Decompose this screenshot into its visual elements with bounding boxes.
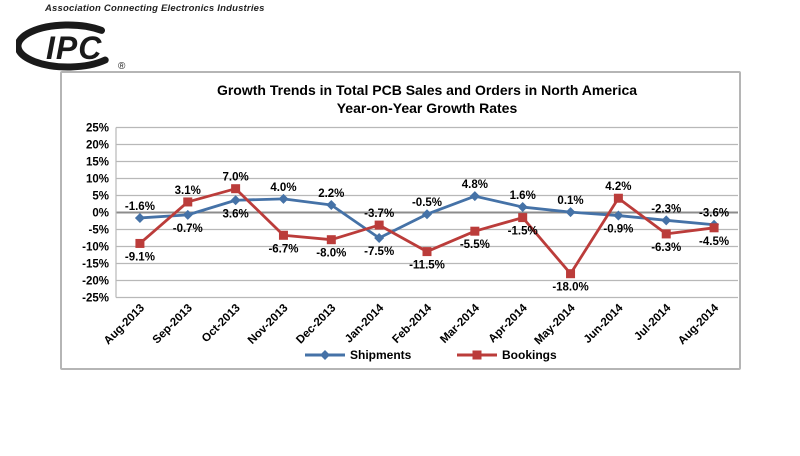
x-tick-label: May-2014 <box>533 302 579 348</box>
data-label: -6.7% <box>268 243 298 255</box>
legend-marker-square <box>472 350 482 360</box>
data-label: -6.3% <box>651 242 681 254</box>
brand-header: Association Connecting Electronics Indus… <box>0 0 320 72</box>
data-label: -5.5% <box>460 239 490 251</box>
data-label: -0.7% <box>173 223 203 235</box>
chart-plot: 25%20%15%10%5%0%-5%-10%-15%-20%-25%Aug-2… <box>82 123 738 362</box>
y-tick-label: 0% <box>92 208 109 220</box>
x-tick-label: Sep-2013 <box>151 302 195 346</box>
data-label: -0.9% <box>603 224 633 236</box>
x-tick-label: Nov-2013 <box>246 302 291 347</box>
data-label: 2.2% <box>318 188 344 200</box>
data-label: -2.3% <box>651 203 681 215</box>
data-point-marker-diamond <box>230 195 241 206</box>
data-label: 4.2% <box>605 181 631 193</box>
data-point-marker-square <box>661 229 671 239</box>
data-label: -8.0% <box>316 248 346 260</box>
data-label: -1.5% <box>508 226 538 238</box>
x-tick-label: Dec-2013 <box>294 302 338 346</box>
y-tick-label: 20% <box>86 140 109 152</box>
data-label: 0.1% <box>557 195 583 207</box>
registered-mark: ® <box>118 61 126 72</box>
x-tick-label: Oct-2013 <box>200 302 243 345</box>
ipc-logo-text: IPC <box>46 30 102 66</box>
data-point-marker-diamond <box>278 193 289 204</box>
y-tick-label: -5% <box>89 225 109 237</box>
chart-title-line2: Year-on-Year Growth Rates <box>336 99 518 116</box>
chart-title: Growth Trends in Total PCB Sales and Ord… <box>116 82 738 117</box>
data-point-marker-square <box>183 197 193 207</box>
data-label: -3.7% <box>364 208 394 220</box>
data-point-marker-square <box>278 230 288 240</box>
x-tick-label: Apr-2014 <box>487 302 531 346</box>
data-label: 7.0% <box>223 172 249 184</box>
data-label: -11.5% <box>409 260 445 272</box>
data-label: -3.6% <box>699 208 729 220</box>
x-tick-label: Aug-2013 <box>102 302 147 347</box>
y-tick-label: 5% <box>92 191 109 203</box>
y-tick-label: -25% <box>82 293 109 305</box>
data-point-marker-square <box>326 235 336 245</box>
data-point-marker-diamond <box>661 215 672 226</box>
legend-item-label: Shipments <box>350 348 412 362</box>
y-tick-label: -20% <box>82 276 109 288</box>
x-tick-label: Feb-2014 <box>390 302 434 346</box>
data-point-marker-square <box>135 238 145 248</box>
data-label: -18.0% <box>552 282 588 294</box>
x-tick-label: Mar-2014 <box>438 302 482 346</box>
data-point-marker-square <box>470 226 480 236</box>
legend-marker-diamond <box>320 350 330 360</box>
data-point-marker-square <box>374 220 384 230</box>
x-tick-label: Jun-2014 <box>582 302 626 346</box>
data-label: 1.6% <box>510 190 536 202</box>
y-tick-label: 25% <box>86 123 109 135</box>
x-tick-label: Jul-2014 <box>632 302 673 343</box>
data-label: -9.1% <box>125 251 155 263</box>
brand-tagline: Association Connecting Electronics Indus… <box>45 3 265 14</box>
chart-frame: Growth Trends in Total PCB Sales and Ord… <box>60 71 741 370</box>
ipc-logo-swoosh-icon <box>16 21 109 71</box>
data-point-marker-diamond <box>517 202 528 213</box>
y-tick-label: -15% <box>82 259 109 271</box>
data-label: 3.6% <box>223 208 249 220</box>
data-label: 3.1% <box>175 185 201 197</box>
data-label: -4.5% <box>699 236 729 248</box>
data-label: -7.5% <box>364 246 394 258</box>
data-point-marker-square <box>709 223 719 233</box>
y-tick-label: 10% <box>86 174 109 186</box>
data-label: -1.6% <box>125 201 155 213</box>
data-point-marker-diamond <box>326 200 337 211</box>
data-point-marker-square <box>518 213 528 223</box>
data-label: -0.5% <box>412 197 442 209</box>
chart-title-line1: Growth Trends in Total PCB Sales and Ord… <box>216 82 638 98</box>
x-tick-label: Jan-2014 <box>343 302 387 346</box>
data-point-marker-diamond <box>134 212 145 223</box>
data-point-marker-diamond <box>613 210 624 221</box>
data-point-marker-square <box>231 184 241 194</box>
data-point-marker-diamond <box>565 207 576 218</box>
ipc-logo: IPC ® <box>16 21 126 72</box>
data-point-marker-square <box>422 247 432 257</box>
y-tick-label: -10% <box>82 242 109 254</box>
data-label: 4.8% <box>462 179 488 191</box>
x-tick-label: Aug-2014 <box>676 302 722 348</box>
legend-item-label: Bookings <box>502 348 557 362</box>
data-point-marker-square <box>566 269 576 279</box>
data-point-marker-diamond <box>422 209 432 220</box>
data-label: 4.0% <box>270 182 296 194</box>
y-tick-label: 15% <box>86 157 109 169</box>
data-point-marker-square <box>613 193 623 203</box>
data-point-marker-diamond <box>182 209 193 220</box>
data-point-marker-diamond <box>469 191 480 202</box>
data-point-marker-diamond <box>374 233 385 243</box>
